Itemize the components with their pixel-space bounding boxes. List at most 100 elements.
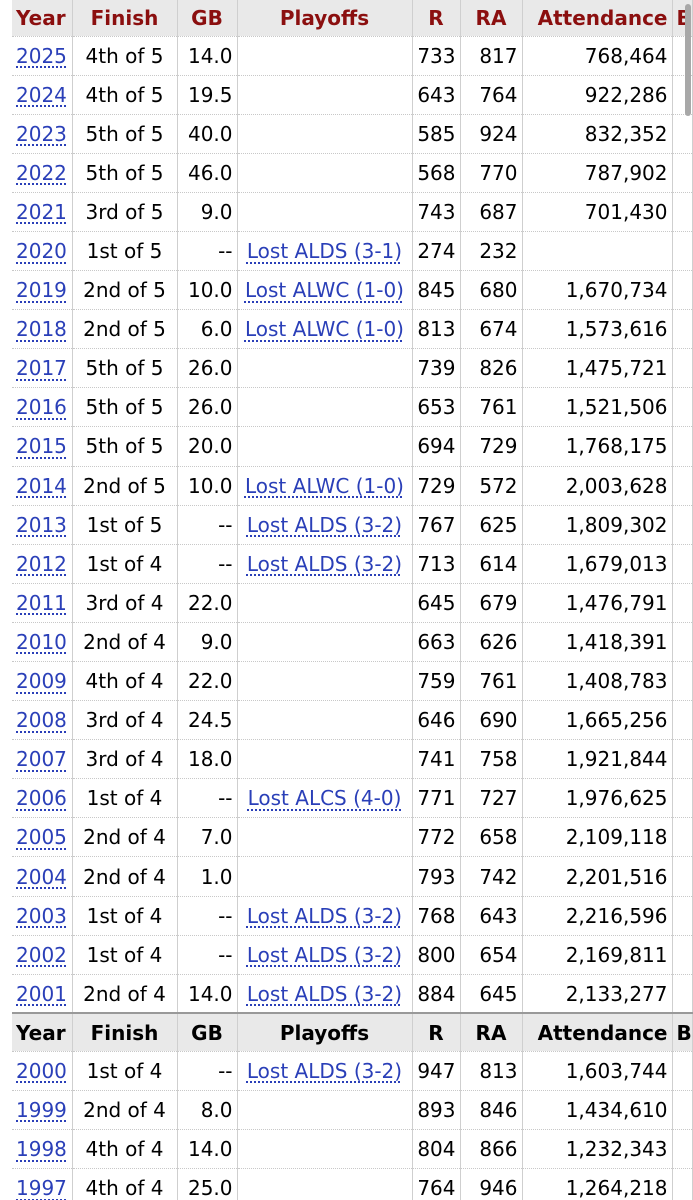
col-header-year[interactable]: Year <box>12 1012 73 1052</box>
runs-cell: 568 <box>412 153 461 193</box>
col-header-playoffs[interactable]: Playoffs <box>237 0 413 37</box>
year-link[interactable]: 2019 <box>16 278 67 303</box>
year-link[interactable]: 2004 <box>16 864 67 889</box>
b-cell <box>672 1129 693 1170</box>
col-header-b[interactable]: B <box>672 1012 693 1052</box>
year-cell: 2013 <box>12 505 73 545</box>
table-row: 1998 4th of 4 14.0 804 866 1,232,343 <box>12 1129 693 1170</box>
year-link[interactable]: 2007 <box>16 747 67 772</box>
col-header-ra[interactable]: RA <box>460 1012 523 1052</box>
col-header-attendance[interactable]: Attendance <box>522 1012 673 1052</box>
games-behind-cell: 14.0 <box>177 36 238 76</box>
table-body-top: 2025 4th of 5 14.0 733 817 768,464 2024 4th of … <box>12 36 693 1014</box>
attendance-cell: 1,232,343 <box>522 1129 673 1170</box>
runs-cell: 767 <box>412 505 461 545</box>
col-header-playoffs[interactable]: Playoffs <box>237 1012 413 1052</box>
table-row: 2024 4th of 5 19.5 643 764 922,286 <box>12 75 693 115</box>
finish-cell: 3rd of 4 <box>72 700 178 741</box>
playoffs-link[interactable]: Lost ALCS (4-0) <box>247 786 402 811</box>
year-link[interactable]: 2020 <box>16 239 67 264</box>
vertical-scrollbar[interactable] <box>685 4 691 116</box>
b-cell <box>672 270 693 311</box>
year-cell: 2008 <box>12 700 73 741</box>
playoffs-link[interactable]: Lost ALWC (1-0) <box>244 317 404 342</box>
year-link[interactable]: 2021 <box>16 199 67 224</box>
year-link[interactable]: 2024 <box>16 82 67 107</box>
table-header-row: Year Finish GB Playoffs R RA Attendance … <box>12 0 693 37</box>
year-link[interactable]: 2017 <box>16 356 67 381</box>
col-header-gb[interactable]: GB <box>177 0 238 37</box>
year-link[interactable]: 1999 <box>16 1097 67 1122</box>
year-link[interactable]: 2010 <box>16 629 67 654</box>
b-cell <box>672 856 693 897</box>
playoffs-cell <box>237 1090 413 1131</box>
playoffs-link[interactable]: Lost ALDS (3-2) <box>246 1058 403 1083</box>
playoffs-link[interactable]: Lost ALDS (3-2) <box>246 981 403 1006</box>
year-link[interactable]: 2012 <box>16 551 67 576</box>
year-link[interactable]: 2022 <box>16 160 67 185</box>
year-link[interactable]: 2015 <box>16 434 67 459</box>
col-header-finish[interactable]: Finish <box>72 0 178 37</box>
year-link[interactable]: 2001 <box>16 981 67 1006</box>
year-link[interactable]: 2011 <box>16 590 67 615</box>
year-link[interactable]: 2023 <box>16 121 67 146</box>
col-header-attendance[interactable]: Attendance <box>522 0 673 37</box>
year-cell: 2010 <box>12 622 73 663</box>
attendance-cell: 787,902 <box>522 153 673 193</box>
year-link[interactable]: 2000 <box>16 1058 67 1083</box>
table-row: 2021 3rd of 5 9.0 743 687 701,430 <box>12 192 693 232</box>
year-link[interactable]: 2009 <box>16 669 67 694</box>
playoffs-link[interactable]: Lost ALDS (3-2) <box>246 551 403 576</box>
col-header-r[interactable]: R <box>412 0 461 37</box>
year-link[interactable]: 2025 <box>16 43 67 68</box>
year-link[interactable]: 2006 <box>16 786 67 811</box>
year-cell: 2002 <box>12 935 73 975</box>
b-cell <box>672 231 693 272</box>
year-link[interactable]: 2013 <box>16 512 67 537</box>
finish-cell: 3rd of 4 <box>72 583 178 623</box>
attendance-cell: 768,464 <box>522 36 673 76</box>
year-link[interactable]: 2016 <box>16 395 67 420</box>
table-row: 2003 1st of 4 -- Lost ALDS (3-2) 768 643 2,216… <box>12 896 693 936</box>
col-header-finish[interactable]: Finish <box>72 1012 178 1052</box>
playoffs-link[interactable]: Lost ALDS (3-1) <box>246 239 403 264</box>
table-row: 2015 5th of 5 20.0 694 729 1,768,175 <box>12 426 693 467</box>
b-cell <box>672 739 693 780</box>
finish-cell: 1st of 4 <box>72 1051 178 1091</box>
runs-allowed-cell: 866 <box>460 1129 523 1170</box>
games-behind-cell: 9.0 <box>177 192 238 232</box>
col-header-r[interactable]: R <box>412 1012 461 1052</box>
playoffs-link[interactable]: Lost ALDS (3-2) <box>246 903 403 928</box>
b-cell <box>672 544 693 584</box>
year-link[interactable]: 2005 <box>16 825 67 850</box>
year-link[interactable]: 2014 <box>16 473 67 498</box>
col-header-gb[interactable]: GB <box>177 1012 238 1052</box>
playoffs-link[interactable]: Lost ALDS (3-2) <box>246 942 403 967</box>
table-row: 2025 4th of 5 14.0 733 817 768,464 <box>12 36 693 76</box>
playoffs-cell <box>237 1168 413 1200</box>
runs-allowed-cell: 764 <box>460 75 523 115</box>
playoffs-link[interactable]: Lost ALWC (1-0) <box>244 278 404 303</box>
year-link[interactable]: 1998 <box>16 1137 67 1162</box>
year-cell: 2004 <box>12 856 73 897</box>
col-header-year[interactable]: Year <box>12 0 73 37</box>
playoffs-cell: Lost ALDS (3-2) <box>237 896 413 936</box>
finish-cell: 1st of 4 <box>72 544 178 584</box>
runs-cell: 643 <box>412 75 461 115</box>
runs-allowed-cell: 758 <box>460 739 523 780</box>
table-row: 2004 2nd of 4 1.0 793 742 2,201,516 <box>12 856 693 897</box>
year-link[interactable]: 2002 <box>16 942 67 967</box>
finish-cell: 3rd of 5 <box>72 192 178 232</box>
finish-cell: 1st of 4 <box>72 896 178 936</box>
col-header-ra[interactable]: RA <box>460 0 523 37</box>
year-link[interactable]: 1997 <box>16 1176 67 1200</box>
year-link[interactable]: 2008 <box>16 708 67 733</box>
playoffs-link[interactable]: Lost ALDS (3-2) <box>246 512 403 537</box>
year-link[interactable]: 2018 <box>16 317 67 342</box>
playoffs-link[interactable]: Lost ALWC (1-0) <box>244 473 404 498</box>
b-cell <box>672 1090 693 1131</box>
table-row: 2017 5th of 5 26.0 739 826 1,475,721 <box>12 348 693 389</box>
year-link[interactable]: 2003 <box>16 903 67 928</box>
b-cell <box>672 348 693 389</box>
games-behind-cell: 26.0 <box>177 348 238 389</box>
